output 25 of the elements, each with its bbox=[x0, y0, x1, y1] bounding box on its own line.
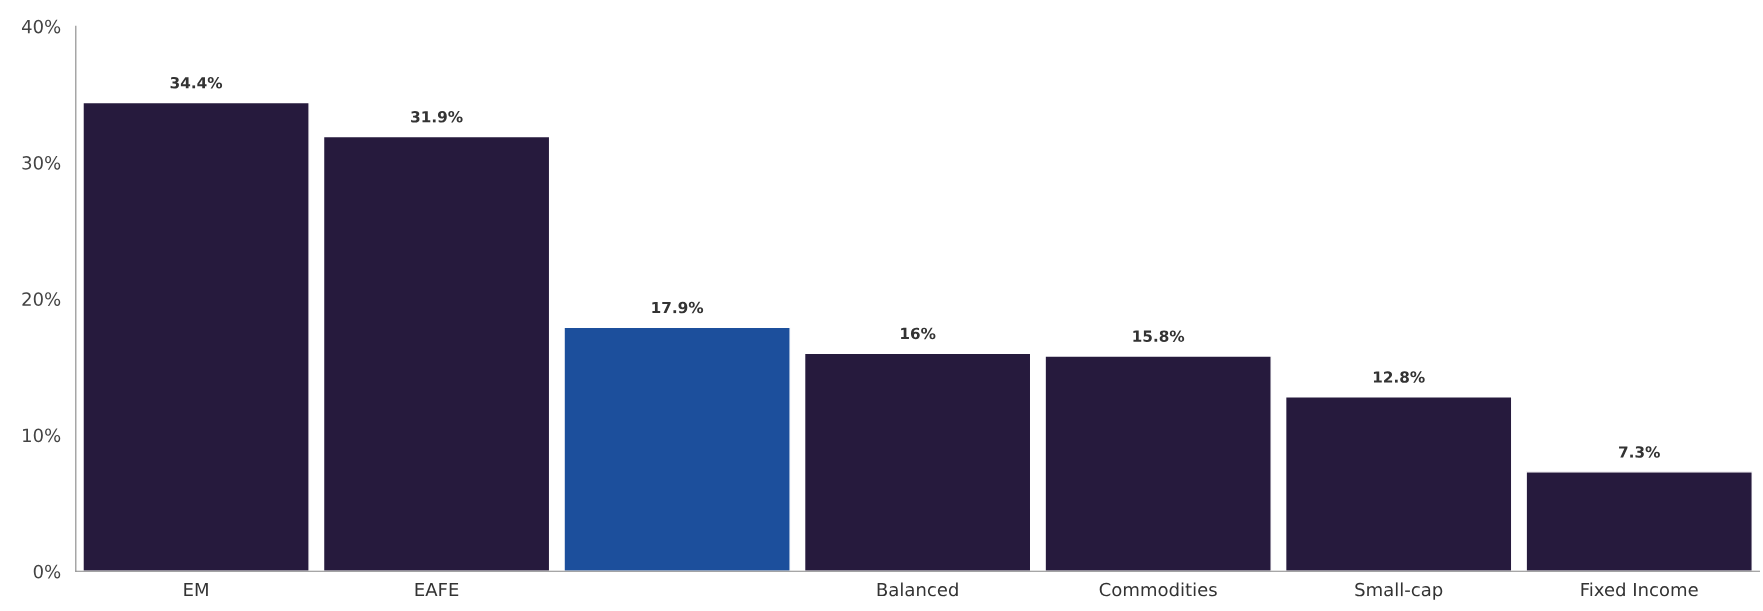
data-label: 16% bbox=[901, 327, 936, 340]
x-tick-label: Commodities bbox=[1099, 582, 1217, 597]
data-label: 15.8% bbox=[1133, 330, 1185, 342]
bar bbox=[1044, 355, 1272, 572]
y-tick-label: 20% bbox=[22, 292, 61, 306]
x-tick-label: EAFE bbox=[415, 582, 459, 597]
bar bbox=[803, 352, 1032, 572]
bar bbox=[1284, 396, 1513, 572]
x-tick-label: Fixed Income bbox=[1581, 582, 1698, 597]
x-tick-label: Balanced bbox=[877, 582, 958, 597]
y-tick-label: 10% bbox=[23, 428, 61, 443]
x-tick-label: EM bbox=[184, 582, 208, 597]
x-tick-label: Small-cap bbox=[1355, 582, 1443, 600]
bar bbox=[322, 135, 551, 572]
bar bbox=[82, 101, 310, 572]
bar bbox=[563, 326, 791, 572]
bar bbox=[1525, 471, 1753, 572]
data-label: 7.3% bbox=[1619, 446, 1660, 458]
y-tick-label: 30% bbox=[22, 155, 61, 170]
data-label: 17.9% bbox=[652, 301, 704, 314]
data-label: 12.8% bbox=[1373, 371, 1425, 383]
y-tick-label: 40% bbox=[21, 19, 61, 34]
data-label: 31.9% bbox=[411, 111, 463, 123]
data-label: 34.4% bbox=[170, 76, 223, 89]
y-tick-label: 0% bbox=[33, 564, 61, 579]
